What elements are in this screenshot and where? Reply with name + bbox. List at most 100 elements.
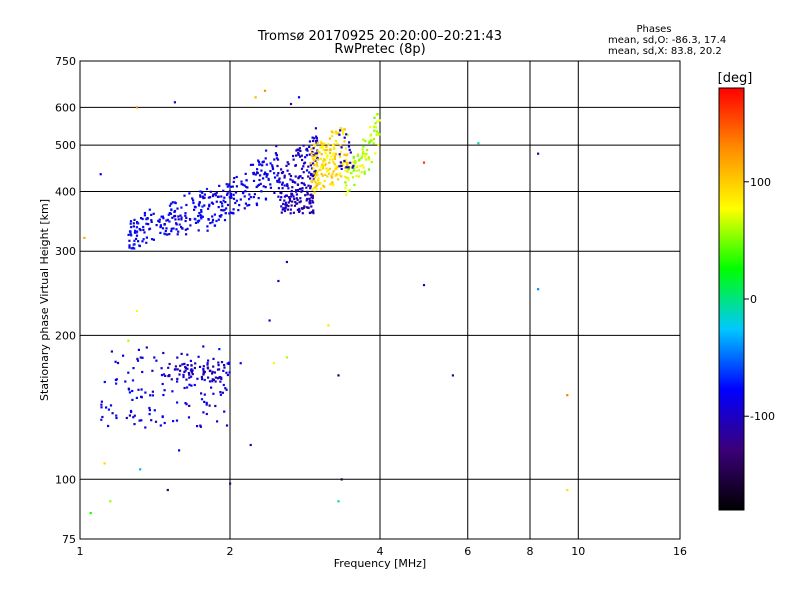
data-point-1065	[422, 284, 426, 287]
data-point-839	[315, 184, 318, 187]
data-point-525	[258, 178, 261, 182]
data-point-183	[218, 368, 221, 371]
data-point-44	[187, 416, 191, 419]
data-point-563	[291, 186, 294, 189]
data-point-1026	[338, 153, 341, 156]
data-point-775	[319, 187, 323, 190]
data-point-904	[334, 165, 337, 168]
data-point-470	[209, 196, 212, 199]
data-point-125	[190, 371, 193, 374]
data-point-120	[176, 380, 179, 383]
data-point-748	[312, 212, 315, 215]
data-point-428	[226, 193, 229, 196]
data-point-332	[140, 217, 143, 220]
data-point-65	[163, 389, 166, 392]
data-point-1022	[349, 161, 352, 164]
data-point-976	[350, 172, 353, 175]
data-point-596	[305, 169, 309, 172]
data-point-103	[133, 423, 136, 426]
data-point-293	[180, 216, 183, 219]
data-point-390	[235, 175, 238, 179]
data-point-397	[240, 183, 243, 186]
data-point-191	[181, 363, 184, 366]
data-point-542	[214, 194, 217, 197]
data-point-575	[277, 195, 280, 198]
data-point-86	[207, 359, 210, 362]
data-point-639	[286, 161, 289, 164]
data-point-1047	[139, 468, 142, 471]
data-point-1074	[272, 362, 276, 365]
data-point-592	[299, 187, 302, 190]
data-point-858	[318, 151, 321, 154]
data-point-743	[285, 204, 288, 207]
data-point-322	[198, 211, 201, 215]
data-point-233	[170, 230, 173, 233]
data-point-684	[297, 177, 300, 180]
data-point-381	[228, 183, 231, 186]
data-point-1010	[346, 176, 349, 179]
data-point-251	[132, 225, 135, 228]
data-point-222	[185, 203, 188, 207]
data-point-67	[144, 391, 147, 394]
data-point-999	[373, 116, 376, 119]
data-point-74	[137, 348, 140, 351]
data-point-4	[202, 411, 205, 414]
data-point-423	[232, 180, 235, 183]
data-point-735	[310, 196, 313, 199]
data-point-338	[129, 233, 132, 236]
data-point-485	[257, 161, 261, 164]
data-point-820	[313, 158, 316, 161]
data-point-249	[134, 229, 137, 232]
data-point-374	[146, 217, 149, 220]
data-point-483	[257, 197, 260, 200]
data-point-745	[311, 199, 314, 202]
data-point-31	[202, 345, 205, 348]
data-point-781	[324, 159, 327, 162]
data-point-89	[163, 421, 166, 425]
data-point-154	[178, 373, 181, 376]
data-point-1036	[348, 148, 351, 151]
data-point-16	[175, 419, 179, 422]
data-point-580	[289, 174, 293, 178]
data-point-632	[294, 164, 297, 167]
data-point-420	[206, 229, 209, 232]
phase-stats-x: mean, sd,X: 83.8, 20.2	[608, 46, 722, 57]
data-point-189	[202, 369, 205, 372]
data-point-879	[335, 173, 338, 176]
data-point-77	[201, 378, 204, 381]
data-point-1041	[99, 173, 102, 176]
data-point-399	[255, 203, 259, 207]
data-point-79	[196, 425, 199, 428]
data-point-421	[226, 192, 229, 195]
data-point-716	[282, 202, 285, 205]
data-point-59	[131, 379, 135, 382]
data-point-277	[205, 187, 209, 191]
data-point-431	[217, 218, 220, 221]
data-point-847	[343, 140, 346, 143]
data-point-1025	[340, 164, 343, 167]
data-point-840	[331, 172, 334, 176]
data-point-69	[220, 376, 223, 379]
data-point-426	[252, 196, 255, 199]
data-point-1038	[338, 165, 341, 168]
data-point-425	[276, 179, 279, 182]
data-point-243	[184, 228, 187, 231]
data-point-747	[289, 212, 292, 215]
data-point-910	[326, 154, 329, 157]
data-point-172	[184, 365, 187, 369]
data-point-472	[258, 163, 261, 166]
data-point-920	[331, 176, 334, 179]
data-point-476	[224, 201, 227, 204]
data-point-492	[211, 221, 214, 224]
data-point-751	[284, 201, 288, 204]
data-point-223	[177, 218, 180, 221]
data-point-192	[185, 378, 188, 381]
data-point-495	[228, 212, 231, 215]
data-point-532	[221, 205, 224, 208]
data-point-430	[222, 189, 225, 192]
data-point-124	[162, 351, 165, 355]
data-point-1073	[285, 356, 288, 359]
data-point-6	[212, 357, 215, 360]
data-point-438	[259, 182, 262, 185]
data-point-370	[128, 244, 131, 247]
